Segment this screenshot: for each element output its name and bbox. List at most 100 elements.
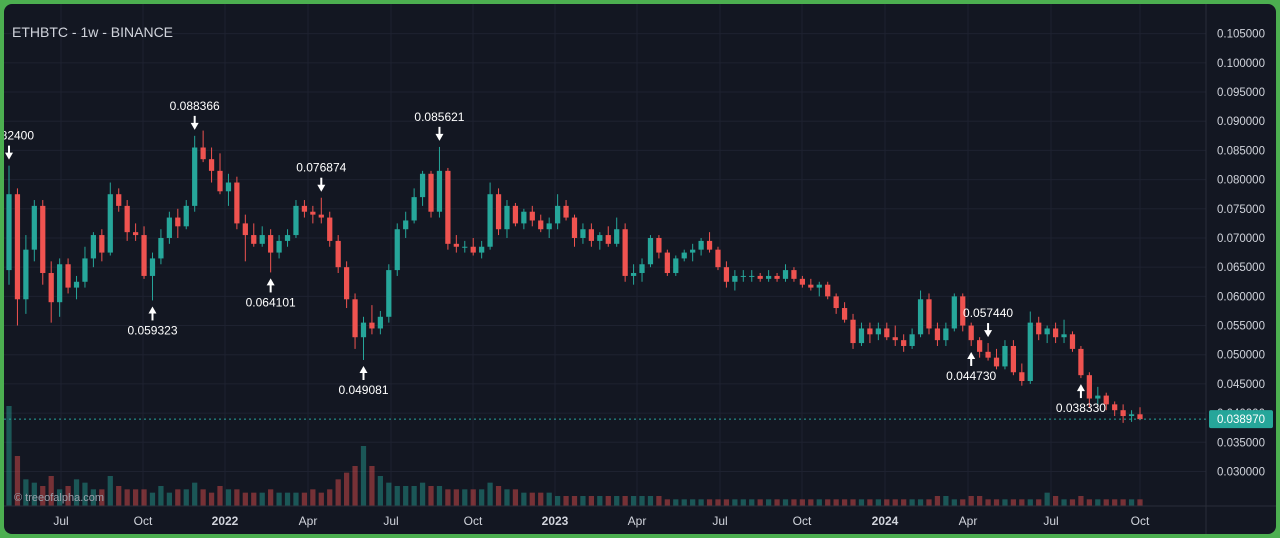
candle-body: [436, 170, 443, 212]
volume-bar: [284, 492, 291, 506]
volume-bar: [563, 496, 569, 506]
volume-bar: [495, 486, 502, 506]
candle-body: [512, 205, 519, 224]
candlestick-chart[interactable]: 0.082400 0.059323 0.088366 0.064101 0.076874…: [4, 4, 1276, 534]
candle-body: [453, 243, 459, 247]
candle-body: [124, 205, 130, 233]
high-price-label: 0.088366: [170, 99, 220, 113]
volume-bar: [909, 499, 915, 506]
volume-bar: [65, 486, 71, 506]
candle-body: [419, 173, 426, 198]
candle-body: [462, 246, 468, 248]
candle-body: [495, 194, 502, 230]
candle-body: [993, 357, 1000, 367]
candle-body: [217, 170, 223, 192]
candle-body: [875, 328, 881, 335]
volume-bar: [251, 492, 257, 506]
volume-bar: [774, 499, 780, 506]
candle-body: [917, 299, 924, 335]
volume-bar: [664, 499, 670, 506]
candle-body: [116, 194, 122, 206]
candle-body: [99, 235, 105, 253]
volume-bar: [116, 486, 122, 506]
volume-bar: [656, 496, 662, 506]
volume-bar: [1128, 499, 1135, 506]
candle-body: [268, 235, 274, 253]
candle-body: [656, 237, 662, 253]
volume-bar: [200, 489, 206, 506]
candle-body: [14, 194, 21, 300]
candle-body: [521, 211, 527, 224]
candle-body: [48, 273, 54, 303]
volume-bar: [158, 486, 164, 506]
candle-body: [766, 275, 772, 279]
low-price-label: 0.049081: [338, 383, 388, 397]
y-tick-label: 0.090000: [1217, 116, 1265, 128]
candle-body: [6, 194, 12, 271]
arrow-down-icon: [317, 184, 326, 192]
candle-body: [571, 217, 578, 238]
grid-lines: [4, 4, 1206, 506]
candle-body: [1078, 348, 1084, 376]
volume-bars: [6, 406, 1143, 506]
volume-bar: [529, 492, 535, 506]
candle-body: [445, 170, 451, 244]
volume-bar: [1002, 499, 1008, 506]
volume-bar: [917, 499, 924, 506]
volume-bar: [1010, 499, 1017, 506]
volume-bar: [571, 496, 578, 506]
candle-body: [884, 328, 890, 338]
volume-bar: [1061, 499, 1067, 506]
volume-bar: [242, 492, 248, 506]
candle-body: [352, 299, 358, 338]
last-price-label: 0.038970: [1217, 414, 1265, 426]
arrow-up-icon: [1076, 384, 1085, 392]
candle-body: [1010, 345, 1017, 373]
candle-body: [1027, 322, 1033, 382]
candle-body: [934, 328, 941, 341]
candle-body: [1061, 334, 1067, 338]
candle-body: [538, 220, 544, 230]
candle-body: [850, 319, 856, 344]
arrow-up-icon: [967, 351, 976, 359]
candle-body: [1069, 334, 1076, 349]
candle-body: [149, 258, 156, 276]
volume-bar: [276, 492, 282, 506]
candle-body: [580, 229, 586, 238]
axes: 0.105000 0.100000 0.095000 0.090000 0.085000…: [4, 4, 1276, 534]
volume-bar: [993, 499, 1000, 506]
candle-body: [732, 275, 738, 282]
volume-bar: [192, 482, 198, 506]
volume-bar: [901, 499, 907, 506]
candle-body: [242, 223, 248, 236]
low-price-label: 0.038330: [1056, 401, 1106, 415]
candle-body: [40, 205, 46, 274]
candle-body: [968, 325, 974, 341]
candle-body: [977, 340, 983, 352]
volume-bar: [706, 499, 713, 506]
candle-body: [825, 284, 831, 297]
candle-body: [57, 264, 63, 303]
volume-bar: [681, 499, 687, 506]
volume-bar: [555, 496, 561, 506]
volume-bar: [546, 492, 552, 506]
candle-body: [504, 205, 510, 230]
candle-body: [529, 211, 535, 221]
volume-bar: [867, 499, 873, 506]
volume-bar: [149, 492, 156, 506]
candle-body: [377, 316, 383, 329]
candle-body: [681, 252, 687, 259]
arrow-up-icon: [266, 278, 275, 286]
candle-body: [757, 275, 763, 279]
volume-bar: [82, 482, 88, 506]
volume-bar: [352, 466, 358, 506]
volume-bar: [327, 489, 333, 506]
volume-bar: [1095, 499, 1101, 506]
volume-bar: [622, 496, 628, 506]
volume-bar: [605, 496, 611, 506]
candle-body: [630, 273, 637, 276]
candle-body: [782, 270, 789, 279]
volume-bar: [960, 499, 966, 506]
candle-body: [715, 249, 721, 268]
candle-body: [90, 235, 97, 259]
